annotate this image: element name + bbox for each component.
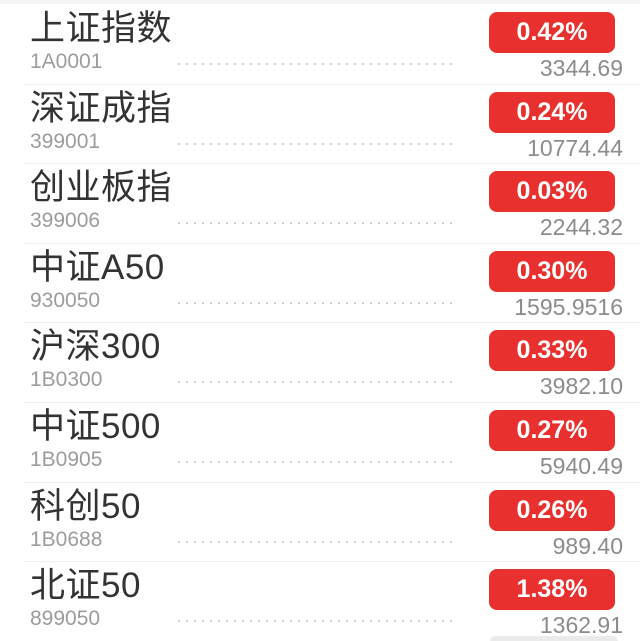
index-value: 10774.44	[527, 134, 623, 161]
index-value: 3344.69	[539, 55, 623, 81]
change-percent-badge[interactable]: 0.33%	[489, 330, 615, 372]
index-name: 创业板指	[30, 168, 173, 208]
index-code: 930050	[30, 288, 101, 312]
index-row[interactable]: 上证指数 1A0001 0.42% 3344.69	[0, 4, 640, 84]
index-code: 1A0001	[30, 50, 103, 73]
dotted-leader-line	[178, 142, 455, 145]
index-row[interactable]: 创业板指 399006 0.03% 2244.32	[0, 163, 640, 243]
index-name: 深证成指	[30, 88, 173, 128]
index-list: 上证指数 1A0001 0.42% 3344.69 深证成指 399001 0.…	[0, 4, 640, 641]
index-row[interactable]: 中证500 1B0905 0.27% 5940.49	[0, 401, 640, 482]
index-value: 1362.91	[539, 612, 623, 639]
index-name: 上证指数	[30, 9, 173, 48]
index-code: 399006	[30, 209, 101, 233]
change-percent-badge[interactable]: 0.24%	[489, 91, 615, 133]
top-edge-cropped-strip	[0, 0, 640, 4]
index-row[interactable]: 沪深300 1B0300 0.33% 3982.10	[0, 322, 640, 402]
index-code: 1B0905	[30, 447, 103, 471]
change-percent-badge[interactable]: 0.26%	[489, 489, 615, 531]
dotted-leader-line	[178, 301, 455, 304]
dotted-leader-line	[178, 460, 455, 463]
dotted-leader-line	[178, 620, 455, 623]
change-percent-badge[interactable]: 0.03%	[489, 171, 615, 213]
index-row[interactable]: 北证50 899050 1.38% 1362.91	[0, 561, 640, 641]
index-value: 989.40	[552, 532, 623, 559]
index-row[interactable]: 中证A50 930050 0.30% 1595.9516	[0, 242, 640, 323]
index-value: 1595.9516	[514, 293, 623, 320]
dotted-leader-line	[178, 540, 455, 543]
index-row[interactable]: 深证成指 399001 0.24% 10774.44	[0, 83, 640, 164]
change-percent-badge[interactable]: 0.30%	[489, 250, 615, 292]
index-code: 1B0300	[30, 368, 103, 392]
change-percent-badge[interactable]: 0.27%	[489, 409, 615, 451]
index-row[interactable]: 科创50 1B0688 0.26% 989.40	[0, 481, 640, 562]
change-percent-badge[interactable]: 1.38%	[489, 569, 615, 611]
index-code: 899050	[30, 607, 101, 631]
bottom-cropped-element	[490, 636, 618, 641]
index-name: 沪深300	[30, 327, 161, 367]
dotted-leader-line	[178, 222, 455, 225]
dotted-leader-line	[178, 63, 455, 65]
index-code: 399001	[30, 129, 101, 153]
index-name: 中证500	[30, 406, 161, 446]
dotted-leader-line	[178, 381, 455, 384]
index-code: 1B0688	[30, 527, 103, 551]
change-percent-badge[interactable]: 0.42%	[489, 12, 615, 53]
index-value: 2244.32	[539, 214, 623, 241]
index-value: 5940.49	[539, 452, 623, 479]
index-value: 3982.10	[539, 373, 623, 400]
index-name: 中证A50	[30, 247, 165, 287]
index-name: 北证50	[30, 566, 141, 606]
index-name: 科创50	[30, 486, 141, 526]
